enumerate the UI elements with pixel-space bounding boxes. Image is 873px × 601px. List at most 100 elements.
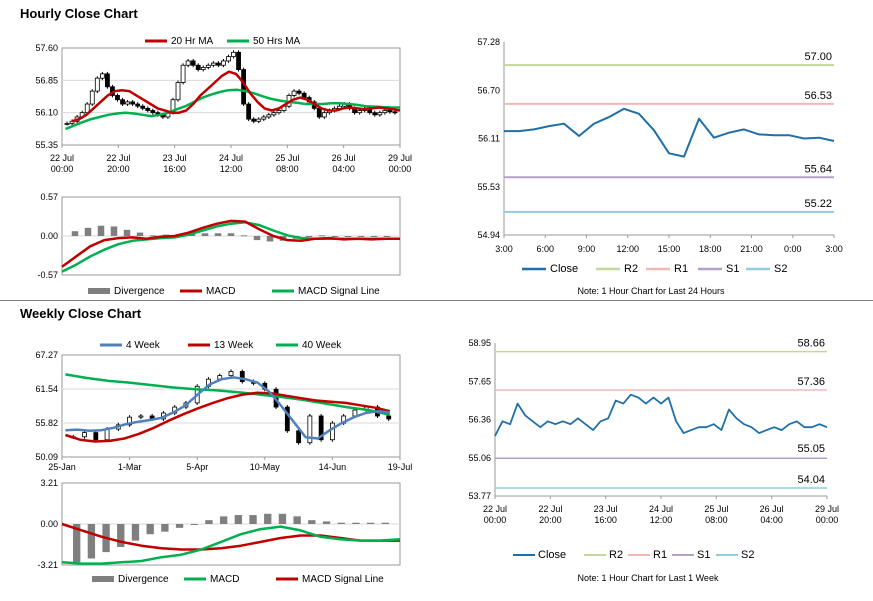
weekly-price-x-tick: 25-Jan bbox=[48, 462, 76, 472]
hourly-divergence-bar bbox=[331, 236, 339, 237]
candle-body bbox=[69, 120, 75, 124]
hourly-divergence-bar bbox=[97, 225, 105, 236]
candle-body bbox=[105, 73, 110, 88]
weekly-divergence-bar bbox=[190, 524, 198, 525]
candle-body bbox=[236, 51, 241, 70]
hourly-macd-y-tick: 0.00 bbox=[40, 231, 58, 241]
hourly-price-x-tick: 22 Jul bbox=[50, 153, 74, 163]
hourly-divergence-bar bbox=[305, 236, 313, 237]
hourly-pivot-x-tick: 3:00 bbox=[825, 244, 843, 254]
weekly-pivot-s1-label: 55.05 bbox=[797, 443, 825, 455]
weekly-pivot-y-tick: 53.77 bbox=[468, 491, 491, 501]
weekly-divergence-bar bbox=[293, 516, 301, 524]
hourly-price-x-tick: 22 Jul bbox=[106, 153, 130, 163]
weekly-macd-y-tick: 0.00 bbox=[40, 519, 58, 529]
hourly-divergence-bar bbox=[266, 236, 274, 242]
weekly-price-x-tick: 5-Apr bbox=[186, 462, 208, 472]
candle-body bbox=[104, 428, 110, 441]
candle-body bbox=[99, 73, 105, 79]
weekly-divergence-bar bbox=[322, 521, 331, 524]
hourly-pivot-legend: S2 bbox=[774, 263, 787, 275]
hourly-pivot-x-tick: 15:00 bbox=[658, 244, 681, 254]
candle-body bbox=[200, 67, 206, 70]
weekly-divergence-bar bbox=[352, 522, 360, 524]
weekly-pivot-y-tick: 56.36 bbox=[468, 415, 491, 425]
candle-body bbox=[190, 60, 196, 66]
weekly-pivot-x-tick: 08:00 bbox=[705, 515, 728, 525]
weekly-pivot-x-tick: 23 Jul bbox=[594, 504, 618, 514]
hourly-divergence-bar bbox=[318, 235, 326, 237]
weekly-divergence-bar bbox=[264, 513, 272, 524]
candle-body bbox=[329, 422, 335, 441]
hourly-pivot-x-tick: 3:00 bbox=[495, 244, 513, 254]
hourly-divergence-bar bbox=[370, 236, 378, 237]
hourly-macd-line bbox=[61, 219, 400, 268]
hourly-section-title: Hourly Close Chart bbox=[20, 6, 138, 21]
hourly-divergence-bar bbox=[344, 236, 352, 237]
candle-body bbox=[228, 371, 234, 377]
hourly-divergence-bar bbox=[227, 233, 235, 236]
hourly-pivot-x-tick: 0:00 bbox=[784, 244, 802, 254]
hourly-price-x-tick: 25 Jul bbox=[275, 153, 299, 163]
hourly-pivot-y-tick: 56.11 bbox=[478, 134, 500, 144]
weekly-macd-y-tick: -3.21 bbox=[37, 560, 58, 570]
hourly-pivot-s1-label: 55.64 bbox=[804, 163, 832, 175]
candle-body bbox=[127, 416, 132, 426]
hourly-macd-legend: MACD bbox=[206, 286, 235, 297]
weekly-divergence-bar bbox=[175, 524, 184, 528]
candle-body bbox=[239, 371, 245, 382]
weekly-price-y-tick: 55.82 bbox=[35, 418, 58, 428]
hourly-price-x-tick: 24 Jul bbox=[219, 153, 243, 163]
candle-body bbox=[251, 118, 257, 122]
candle-body bbox=[316, 107, 322, 118]
weekly-divergence-bar bbox=[234, 515, 243, 524]
weekly-pivot-x-tick: 20:00 bbox=[539, 515, 562, 525]
hourly-price-y-tick: 56.85 bbox=[35, 75, 58, 85]
weekly-divergence-bar bbox=[161, 524, 169, 532]
candle-body bbox=[266, 114, 272, 118]
hourly-pivot-y-tick: 55.53 bbox=[477, 182, 500, 192]
candle-body bbox=[276, 110, 282, 114]
weekly-pivot-legend: S2 bbox=[741, 549, 754, 561]
hourly-price-y-tick: 57.60 bbox=[35, 43, 58, 53]
hourly-price-x-tick: 20:00 bbox=[107, 164, 130, 174]
weekly-divergence-bar bbox=[337, 522, 345, 524]
weekly-price-y-tick: 50.09 bbox=[35, 452, 58, 462]
candle-body bbox=[301, 92, 307, 98]
weekly-pivot-r1-label: 57.36 bbox=[797, 376, 825, 388]
hourly-price-x-tick: 00:00 bbox=[389, 164, 412, 174]
weekly-pivot-legend: R1 bbox=[653, 549, 667, 561]
weekly-macd-legend: MACD bbox=[210, 574, 239, 585]
candle-body bbox=[256, 118, 262, 122]
candle-body bbox=[135, 103, 141, 107]
candle-body bbox=[296, 430, 302, 444]
candle-body bbox=[145, 107, 151, 111]
candle-body bbox=[89, 90, 95, 105]
hourly-divergence-bar bbox=[214, 233, 222, 236]
candle-body bbox=[377, 112, 383, 116]
weekly-divergence-bar bbox=[366, 522, 375, 524]
weekly-divergence-bar bbox=[131, 524, 140, 541]
weekly-macd-line bbox=[61, 525, 401, 565]
hourly-pivot-y-tick: 57.28 bbox=[477, 37, 500, 47]
candle-body bbox=[94, 77, 100, 92]
hourly-price-x-tick: 29 Jul bbox=[388, 153, 412, 163]
hourly-pivot-note: Note: 1 Hour Chart for Last 24 Hours bbox=[577, 286, 725, 296]
hourly-price-x-tick: 12:00 bbox=[220, 164, 243, 174]
candle-body bbox=[231, 51, 236, 58]
hourly-price-y-tick: 56.10 bbox=[35, 108, 58, 118]
candle-body bbox=[246, 103, 252, 120]
candle-body bbox=[296, 90, 302, 94]
hourly-divergence-bar bbox=[383, 236, 391, 237]
hourly-divergence-bar bbox=[123, 229, 131, 236]
candle-body bbox=[386, 415, 392, 420]
hourly-pivot-s2-label: 55.22 bbox=[804, 198, 832, 210]
weekly-divergence-bar bbox=[381, 522, 389, 524]
candle-body bbox=[271, 112, 277, 116]
weekly-pivot-x-tick: 26 Jul bbox=[760, 504, 784, 514]
weekly-pivot-x-tick: 25 Jul bbox=[704, 504, 728, 514]
hourly-macd-legend: Divergence bbox=[114, 286, 165, 297]
hourly-price-x-tick: 00:00 bbox=[51, 164, 74, 174]
weekly-divergence-bar bbox=[308, 520, 316, 524]
weekly-price-y-tick: 61.54 bbox=[35, 384, 58, 394]
